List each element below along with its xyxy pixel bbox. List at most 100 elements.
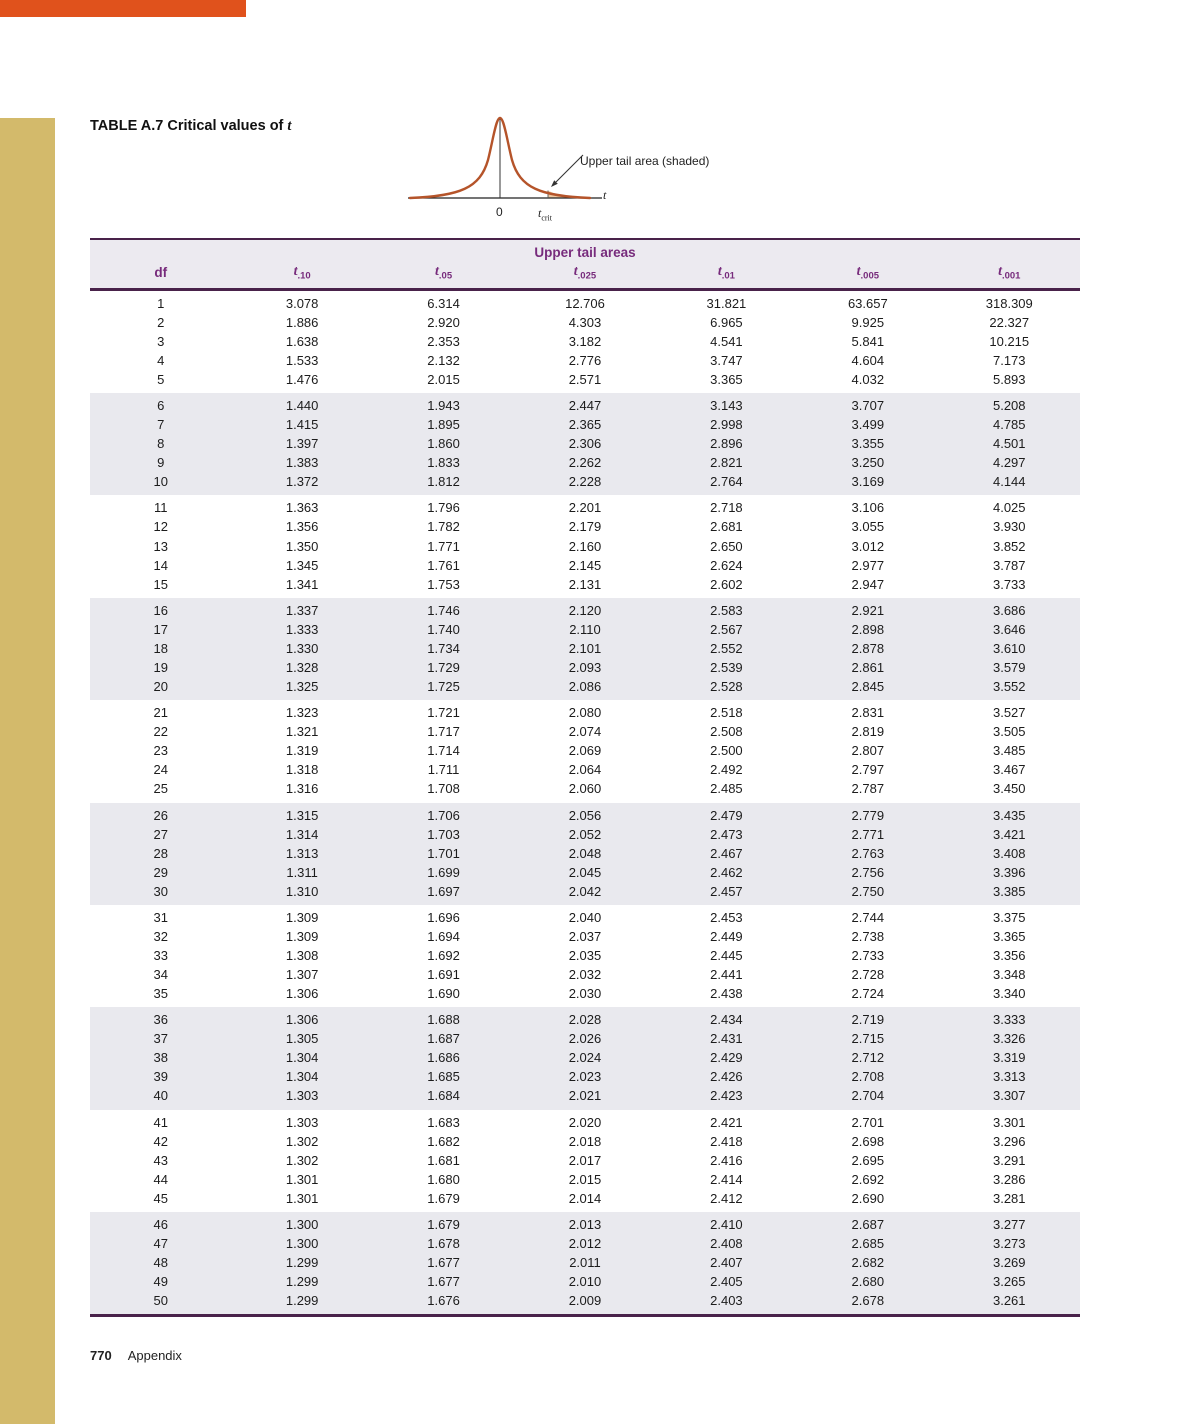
arrow-line: [555, 154, 584, 183]
value-cell: 2.602: [710, 576, 743, 592]
value-cell: 3.365: [992, 928, 1026, 944]
value-cell: 1.372: [285, 474, 319, 490]
value-cell: 1.706: [427, 807, 460, 823]
df-cell: 4: [157, 352, 165, 368]
value-cell: 3.269: [992, 1255, 1026, 1271]
value-cell: 2.037: [568, 928, 602, 944]
value-cell: 2.434: [710, 1012, 743, 1028]
table-row: 48 1.299 1.677 2.011 2.407 2.682 3.269: [90, 1254, 1080, 1273]
table-row: 26 1.315 1.706 2.056 2.479 2.779 3.435: [90, 803, 1080, 826]
value-cell: 2.412: [710, 1190, 743, 1206]
table-row: 37 1.305 1.687 2.026 2.431 2.715 3.326: [90, 1030, 1080, 1049]
df-cell: 28: [153, 845, 168, 861]
value-cell: 2.445: [710, 948, 743, 963]
value-cell: 2.821: [710, 455, 743, 471]
value-cell: 2.026: [568, 1031, 602, 1047]
upper-tail-label: Upper tail area (shaded): [580, 154, 710, 168]
value-cell: 2.485: [710, 781, 743, 797]
value-cell: 2.552: [710, 640, 743, 656]
value-cell: 1.812: [427, 474, 460, 490]
value-cell: 2.160: [568, 538, 602, 554]
value-cell: 2.410: [710, 1217, 743, 1233]
value-cell: 2.423: [710, 1088, 743, 1104]
value-cell: 2.763: [851, 845, 885, 861]
df-cell: 40: [153, 1088, 168, 1104]
value-cell: 1.740: [427, 621, 460, 637]
value-cell: 1.691: [427, 967, 460, 983]
table-row: 28 1.313 1.701 2.048 2.467 2.763 3.408: [90, 844, 1080, 863]
value-cell: 2.819: [851, 724, 885, 740]
value-cell: 2.698: [851, 1133, 885, 1149]
value-cell: 1.333: [285, 621, 319, 637]
zero-label: 0: [496, 205, 503, 219]
value-cell: 3.281: [992, 1190, 1026, 1206]
value-cell: 1.323: [285, 705, 319, 721]
value-cell: 1.943: [427, 398, 460, 414]
value-cell: 1.309: [285, 928, 319, 944]
value-cell: 3.333: [992, 1012, 1026, 1028]
df-cell: 1: [157, 295, 165, 311]
value-cell: 2.449: [710, 928, 743, 944]
value-cell: 1.303: [285, 1114, 319, 1130]
value-cell: 5.893: [992, 371, 1026, 387]
value-cell: 1.301: [285, 1171, 319, 1187]
value-cell: 3.319: [992, 1050, 1026, 1066]
value-cell: 1.350: [285, 538, 319, 554]
table-row: 25 1.316 1.708 2.060 2.485 2.787 3.450: [90, 780, 1080, 803]
page-footer: 770 Appendix: [90, 1348, 182, 1363]
df-cell: 43: [153, 1152, 168, 1168]
table-row: 3 1.638 2.353 3.182 4.541 5.841 10.215: [90, 332, 1080, 351]
value-cell: 3.326: [992, 1031, 1026, 1047]
value-cell: 2.101: [568, 640, 602, 656]
value-cell: 2.069: [568, 743, 602, 759]
value-cell: 2.045: [568, 864, 602, 880]
table-row: 41 1.303 1.683 2.020 2.421 2.701 3.301: [90, 1110, 1080, 1133]
value-cell: 1.697: [427, 883, 460, 899]
value-cell: 3.707: [851, 398, 885, 414]
value-cell: 3.291: [992, 1152, 1026, 1168]
value-cell: 2.021: [568, 1088, 602, 1104]
value-cell: 2.831: [851, 705, 885, 721]
value-cell: 1.699: [427, 864, 460, 880]
value-cell: 1.310: [285, 883, 319, 899]
table-row: 23 1.319 1.714 2.069 2.500 2.807 3.485: [90, 742, 1080, 761]
value-cell: 1.341: [285, 576, 319, 592]
value-cell: 6.965: [710, 314, 743, 330]
value-cell: 2.201: [568, 500, 602, 516]
value-cell: 2.262: [568, 455, 602, 471]
value-cell: 2.462: [710, 864, 743, 880]
table-row: 33 1.308 1.692 2.035 2.445 2.733 3.356: [90, 947, 1080, 966]
value-cell: 4.604: [851, 352, 885, 368]
df-cell: 47: [153, 1236, 168, 1252]
value-cell: 2.701: [851, 1114, 885, 1130]
df-cell: 49: [153, 1274, 168, 1290]
value-cell: 2.064: [568, 762, 602, 778]
value-cell: 1.676: [427, 1293, 460, 1309]
value-cell: 3.273: [992, 1236, 1026, 1252]
value-cell: 2.131: [568, 576, 602, 592]
value-cell: 3.250: [851, 455, 885, 471]
df-cell: 24: [153, 762, 168, 778]
value-cell: 1.711: [427, 762, 460, 778]
df-cell: 15: [153, 576, 168, 592]
column-header-t.10: t.10: [231, 261, 373, 291]
value-cell: 3.143: [710, 398, 743, 414]
value-cell: 3.646: [992, 621, 1026, 637]
df-cell: 36: [153, 1012, 168, 1028]
df-cell: 42: [153, 1133, 168, 1149]
value-cell: 10.215: [989, 333, 1030, 349]
value-cell: 3.435: [992, 807, 1026, 823]
row-group: 26 1.315 1.706 2.056 2.479 2.779 3.435 27 1.314 1…: [90, 802, 1080, 905]
value-cell: 2.012: [568, 1236, 602, 1252]
value-cell: 3.505: [992, 724, 1026, 740]
value-cell: 2.042: [568, 883, 602, 899]
table-row: 35 1.306 1.690 2.030 2.438 2.724 3.340: [90, 985, 1080, 1008]
value-cell: 1.304: [285, 1050, 319, 1066]
value-cell: 1.397: [285, 436, 319, 452]
value-cell: 2.750: [851, 883, 885, 899]
df-cell: 46: [153, 1217, 168, 1233]
table-row: 15 1.341 1.753 2.131 2.602 2.947 3.733: [90, 575, 1080, 598]
value-cell: 3.365: [710, 371, 743, 387]
row-group: 16 1.337 1.746 2.120 2.583 2.921 3.686 17 1.333 1…: [90, 597, 1080, 701]
